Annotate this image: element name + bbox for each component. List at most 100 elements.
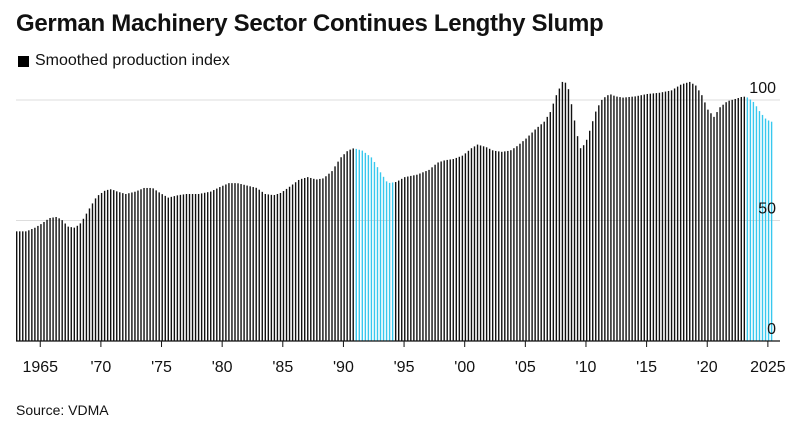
bar bbox=[276, 193, 279, 341]
bar bbox=[743, 96, 746, 341]
bar bbox=[188, 193, 191, 341]
bar bbox=[246, 185, 248, 341]
bar bbox=[495, 150, 497, 341]
x-tick-label: '85 bbox=[272, 359, 293, 376]
bar bbox=[595, 111, 597, 341]
bar bbox=[537, 126, 539, 341]
bar-highlight bbox=[376, 167, 379, 341]
bar bbox=[401, 178, 403, 341]
bar-highlight bbox=[388, 182, 391, 341]
bar bbox=[655, 93, 658, 341]
bar bbox=[273, 194, 276, 341]
bar-highlight bbox=[385, 181, 388, 341]
bar bbox=[297, 179, 300, 341]
bar bbox=[322, 178, 324, 341]
bar bbox=[31, 229, 33, 341]
bar bbox=[443, 160, 445, 341]
bar bbox=[161, 194, 163, 341]
bar bbox=[46, 219, 48, 341]
bar bbox=[431, 167, 433, 341]
bar bbox=[479, 145, 482, 341]
bar bbox=[455, 157, 457, 341]
bar bbox=[22, 231, 24, 341]
bar bbox=[679, 84, 682, 342]
bar bbox=[643, 94, 645, 341]
bar bbox=[228, 183, 230, 341]
bar-highlight bbox=[361, 150, 364, 341]
bar bbox=[334, 166, 336, 341]
bar bbox=[288, 186, 291, 341]
bar bbox=[182, 194, 185, 341]
bar bbox=[725, 102, 727, 342]
bar bbox=[710, 113, 712, 341]
bar bbox=[407, 176, 409, 341]
bar bbox=[300, 178, 303, 341]
bar-highlight bbox=[764, 118, 767, 341]
bar bbox=[40, 224, 42, 341]
bar bbox=[522, 141, 524, 341]
bar bbox=[167, 197, 169, 341]
bar bbox=[561, 81, 564, 342]
axes: 0 50 100 1965 '70 '75 '80 '85 '90 '95 '00 '05 '10 '15… bbox=[16, 80, 786, 376]
bar bbox=[88, 208, 91, 341]
bar bbox=[707, 109, 709, 341]
bar bbox=[225, 184, 227, 341]
bar bbox=[19, 231, 21, 341]
bar bbox=[488, 148, 491, 341]
bar bbox=[579, 148, 582, 341]
bar bbox=[25, 231, 27, 341]
bar bbox=[713, 116, 715, 342]
bar bbox=[131, 192, 133, 341]
bar bbox=[619, 97, 621, 341]
x-tick-label: '90 bbox=[333, 359, 354, 376]
bar bbox=[82, 218, 85, 341]
bar bbox=[285, 188, 288, 341]
bar bbox=[176, 195, 179, 341]
bar bbox=[640, 95, 642, 342]
bar bbox=[325, 176, 327, 341]
bar bbox=[349, 149, 351, 341]
bar bbox=[291, 184, 294, 341]
bar-highlight bbox=[749, 99, 752, 342]
bar bbox=[740, 96, 742, 342]
bar bbox=[203, 192, 206, 341]
bar bbox=[134, 191, 136, 341]
bar bbox=[294, 182, 297, 341]
x-tick-label: 2025 bbox=[750, 359, 786, 376]
bar bbox=[137, 190, 139, 341]
bar-highlight bbox=[370, 157, 373, 341]
bar bbox=[37, 225, 39, 341]
bar bbox=[264, 193, 266, 341]
bar bbox=[173, 196, 176, 341]
bar bbox=[340, 157, 342, 341]
bar bbox=[113, 190, 115, 341]
bar bbox=[410, 175, 412, 341]
bar bbox=[210, 191, 212, 341]
bar bbox=[446, 159, 448, 341]
bar bbox=[94, 198, 97, 341]
bar bbox=[592, 121, 594, 342]
bar bbox=[279, 192, 282, 341]
bar bbox=[310, 177, 312, 341]
bar bbox=[646, 93, 648, 341]
bar-highlight bbox=[761, 114, 764, 341]
bar bbox=[313, 178, 315, 341]
bar bbox=[197, 193, 200, 341]
bar bbox=[582, 145, 585, 341]
bar bbox=[552, 103, 555, 342]
bar bbox=[179, 194, 182, 341]
bar bbox=[507, 150, 509, 341]
bar bbox=[249, 186, 251, 341]
bar bbox=[140, 189, 142, 341]
bar bbox=[558, 88, 561, 341]
bar-highlight bbox=[758, 111, 761, 341]
bar bbox=[219, 187, 221, 341]
bar bbox=[261, 191, 263, 341]
bar bbox=[155, 190, 157, 342]
bar bbox=[352, 148, 354, 341]
bar bbox=[252, 187, 254, 341]
bar bbox=[28, 230, 30, 341]
bar bbox=[573, 120, 576, 341]
bar bbox=[49, 217, 51, 341]
